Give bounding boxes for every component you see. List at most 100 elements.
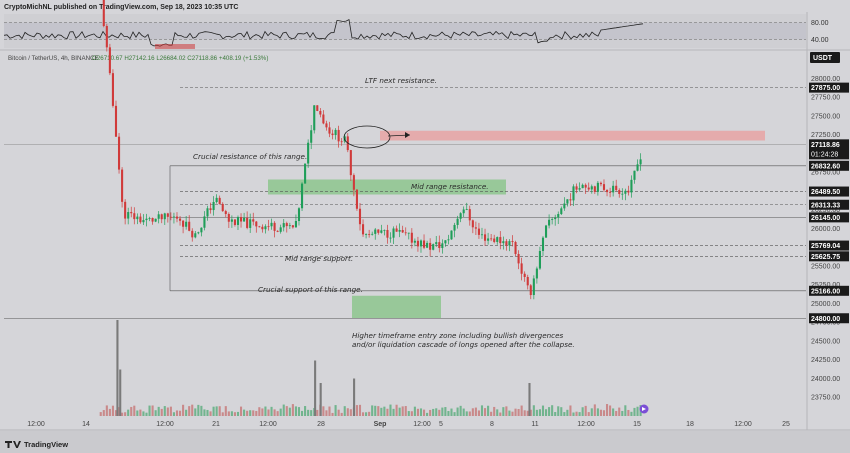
candle-body xyxy=(227,214,230,222)
volume-bar xyxy=(441,407,444,416)
volume-bar xyxy=(587,412,590,416)
volume-bar xyxy=(584,405,587,416)
candle-body xyxy=(480,234,484,236)
volume-bar xyxy=(157,406,160,416)
volume-bar xyxy=(517,409,520,416)
candle-body xyxy=(300,183,304,209)
volume-bar xyxy=(398,407,401,416)
candle-body xyxy=(566,199,569,204)
candle-body xyxy=(499,237,502,244)
volume-bar xyxy=(227,411,230,416)
volume-bar xyxy=(166,407,169,416)
candle-body xyxy=(386,229,389,238)
candle-body xyxy=(197,232,200,234)
volume-bar xyxy=(172,412,175,416)
candle-body xyxy=(572,186,575,201)
volume-bar xyxy=(392,408,395,416)
volume-bar xyxy=(325,410,328,416)
volume-bar xyxy=(554,412,557,416)
volume-bar xyxy=(508,410,511,416)
candle-body xyxy=(471,220,474,228)
candle-body xyxy=(145,218,148,221)
volume-bar xyxy=(538,409,541,416)
volume-bar xyxy=(544,409,548,416)
candle-body xyxy=(371,233,374,235)
ohlc-readout: O26710.67 H27142.16 L26684.02 C27118.86 … xyxy=(92,55,268,62)
zone-ltf-next-resistance xyxy=(380,130,765,141)
candle-body xyxy=(304,163,307,184)
current-price-label: 27118.86 xyxy=(811,142,840,149)
replay-icon-glyph xyxy=(642,407,646,411)
candle-body xyxy=(593,186,596,192)
volume-bar xyxy=(331,412,334,416)
volume-bar xyxy=(130,406,133,416)
candle-body xyxy=(221,203,224,212)
volume-bar xyxy=(419,408,423,416)
level-tag-label: 26313.33 xyxy=(811,202,840,209)
candle-body xyxy=(203,216,206,228)
volume-bar xyxy=(514,408,517,416)
candle-body xyxy=(609,192,612,193)
volume-bar xyxy=(288,407,291,416)
candle-body xyxy=(535,268,538,279)
volume-bar xyxy=(139,409,142,416)
volume-bar xyxy=(560,407,563,416)
volume-bar xyxy=(413,406,416,416)
candle-body xyxy=(209,208,212,211)
volume-bar xyxy=(294,406,297,416)
volume-bar xyxy=(121,412,124,416)
volume-bar xyxy=(404,406,407,416)
rsi-tick-label: 80.00 xyxy=(811,20,829,27)
x-tick-label: 15 xyxy=(633,421,641,428)
candle-body xyxy=(194,233,197,238)
volume-bar xyxy=(358,404,362,416)
volume-spike xyxy=(116,320,119,416)
candle-body xyxy=(352,175,355,190)
currency-label: USDT xyxy=(813,55,833,62)
volume-bar xyxy=(191,404,194,416)
candle-body xyxy=(285,223,288,227)
x-tick-label: 18 xyxy=(686,421,694,428)
candle-body xyxy=(468,209,471,221)
footer-bar xyxy=(0,431,850,453)
volume-bar xyxy=(300,410,304,416)
volume-bar xyxy=(328,406,331,416)
volume-bar xyxy=(221,412,224,416)
candle-body xyxy=(334,129,337,136)
volume-bar xyxy=(102,410,105,416)
volume-bar xyxy=(444,407,447,416)
candle-body xyxy=(328,127,331,134)
volume-bar xyxy=(569,405,572,416)
volume-bar xyxy=(505,406,508,416)
volume-bar xyxy=(535,409,538,416)
volume-bar xyxy=(422,409,426,416)
y-tick-label: 27750.00 xyxy=(811,95,840,102)
candle-body xyxy=(136,216,139,220)
y-tick-label: 27500.00 xyxy=(811,113,840,120)
volume-bar xyxy=(590,408,593,416)
volume-bar xyxy=(136,410,139,416)
x-tick-label: 8 xyxy=(490,421,494,428)
volume-spike xyxy=(528,383,531,416)
level-tag xyxy=(809,285,849,296)
y-tick-label: 26000.00 xyxy=(811,226,840,233)
candle-body xyxy=(233,219,236,225)
volume-bar xyxy=(108,408,111,416)
candle-body xyxy=(438,242,441,249)
candle-body xyxy=(105,25,108,48)
candle-body xyxy=(258,226,261,228)
candle-body xyxy=(288,225,291,227)
candle-body xyxy=(273,222,276,231)
volume-bar xyxy=(471,408,474,416)
candle-body xyxy=(618,190,621,194)
volume-bar xyxy=(407,411,410,416)
candle-body xyxy=(456,218,459,225)
volume-spike xyxy=(353,378,356,416)
y-tick-label: 23750.00 xyxy=(811,395,840,402)
volume-bar xyxy=(493,406,496,416)
candle-body xyxy=(590,186,593,190)
chart-annotation: Crucial resistance of this range. xyxy=(193,152,307,161)
candle-body xyxy=(474,227,477,229)
volume-bar xyxy=(264,406,267,416)
